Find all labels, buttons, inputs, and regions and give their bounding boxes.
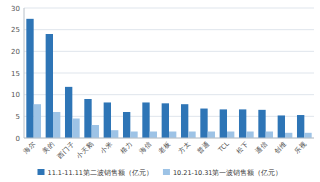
bar — [34, 104, 41, 138]
bar — [169, 132, 176, 139]
x-tick-label: 美的 — [41, 140, 57, 156]
x-tick-label: 方太 — [176, 140, 192, 156]
grid-line — [24, 51, 314, 52]
x-tick-label: 小米 — [99, 140, 115, 156]
bar — [111, 130, 118, 138]
bar — [258, 110, 265, 138]
x-tick-label: 海信 — [138, 140, 154, 156]
bar — [46, 34, 53, 138]
legend-swatch — [38, 169, 45, 175]
legend: 11.1-11.11第二波销售额（亿元） 10.21-10.31第一波销售额（亿元… — [38, 169, 283, 177]
x-tick-label: 通信 — [254, 140, 270, 156]
bar — [65, 87, 72, 138]
x-tick-label: 创维 — [273, 140, 289, 156]
bar — [53, 112, 60, 138]
bar — [104, 102, 111, 138]
y-tick-label: 30 — [11, 5, 20, 13]
bar — [246, 132, 253, 139]
x-tick-label: TCL — [216, 140, 231, 155]
bar — [142, 102, 149, 138]
x-tick-label: 普通 — [195, 139, 211, 155]
y-tick-label: 25 — [11, 26, 20, 34]
bar — [278, 115, 285, 138]
bar — [26, 19, 33, 138]
y-tick-label: 20 — [11, 48, 20, 56]
bar — [84, 99, 91, 138]
grid-line — [24, 73, 314, 74]
bar — [92, 125, 99, 138]
grid-line — [24, 29, 314, 30]
bar — [220, 109, 227, 138]
bar — [266, 132, 273, 139]
bars — [26, 19, 311, 138]
bar — [72, 119, 79, 139]
chart: 0 5 10 15 20 25 30 海尔美的西门子小天鹅小米格力海信老板方太普通 TCL松下通… — [0, 0, 320, 182]
legend-label: 11.1-11.11第二波销售额（亿元） — [48, 169, 153, 177]
bar — [162, 103, 169, 138]
x-tick-label: 老板 — [157, 140, 173, 156]
bar — [130, 132, 137, 139]
bar — [181, 104, 188, 138]
legend-label: 10.21-10.31第一波销售额（亿元） — [173, 169, 283, 177]
y-axis — [24, 8, 25, 138]
x-tick-label: 松下 — [234, 140, 250, 156]
x-tick-label: 乐视 — [292, 140, 308, 156]
x-tick-label: 小天鹅 — [75, 140, 96, 161]
bar — [239, 109, 246, 138]
bar — [208, 132, 215, 139]
bar — [304, 133, 311, 138]
bar — [188, 132, 195, 139]
y-tick-label: 5 — [16, 113, 20, 121]
legend-swatch — [163, 169, 170, 175]
bar — [123, 112, 130, 138]
y-tick-label: 10 — [11, 91, 20, 99]
bar — [150, 132, 157, 139]
x-tick-label: 西门子 — [56, 140, 77, 161]
x-tick-label: 格力 — [118, 140, 134, 156]
grid-line — [24, 138, 314, 139]
y-tick-label: 15 — [11, 70, 20, 78]
bar — [200, 109, 207, 138]
bar — [227, 132, 234, 139]
x-axis — [24, 138, 314, 139]
bar — [297, 115, 304, 138]
grid-line — [24, 8, 314, 9]
x-tick-label: 海尔 — [22, 140, 38, 156]
bar — [285, 133, 292, 138]
y-tick-label: 0 — [16, 135, 20, 143]
